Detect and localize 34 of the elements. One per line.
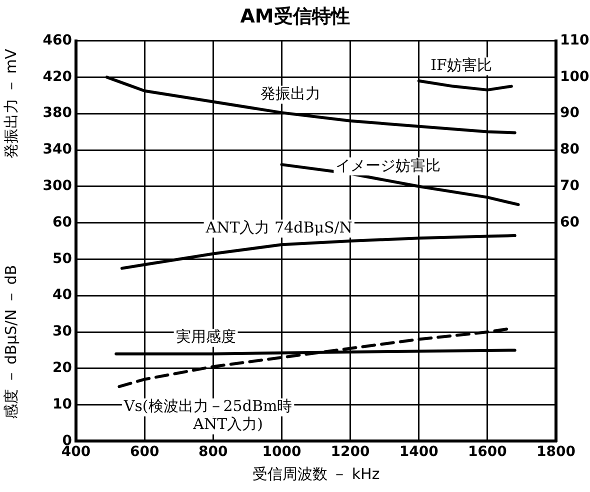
x-tick-label: 1600 (468, 444, 508, 460)
x-tick-label: 1400 (399, 444, 439, 460)
chart-title: AM受信特性 (240, 5, 350, 28)
y3-axis-title: 発振出力 － mV (2, 48, 20, 158)
x-tick-label: 800 (198, 444, 228, 460)
y-tick-label: 20 (52, 360, 72, 376)
y3-tick-label: 460 (42, 32, 72, 48)
y2-tick-label: 90 (560, 105, 580, 122)
series-label: IF妨害比 (430, 56, 492, 74)
y2-tick-label: 80 (560, 142, 580, 158)
x-axis-title: 受信周波数 － kHz (252, 464, 380, 483)
y-tick-label: 40 (52, 287, 72, 304)
y3-tick-label: 380 (42, 105, 72, 122)
y2-tick-label: 110 (560, 32, 590, 48)
y-tick-label: 50 (52, 250, 72, 267)
series-label: イメージ妨害比 (336, 156, 441, 174)
y3-tick-label: 300 (42, 178, 72, 194)
y3-tick-label: 420 (42, 68, 72, 85)
series-label: Vs(検波出力－25dBm時 ANT入力) (122, 397, 292, 434)
y-axis-title: 感度 － dBμS/N － dB (2, 264, 20, 420)
y2-tick-label: 70 (560, 178, 580, 194)
y2-tick-label: 60 (560, 214, 580, 230)
y3-tick-label: 340 (42, 142, 72, 158)
x-tick-label: 1800 (536, 444, 576, 460)
y-tick-label: 10 (52, 396, 72, 412)
y2-tick-label: 100 (560, 68, 590, 85)
y-tick-label: 60 (52, 214, 72, 230)
x-tick-label: 1000 (262, 444, 302, 460)
x-tick-label: 600 (130, 444, 160, 460)
series-label: 実用感度 (176, 328, 236, 346)
x-tick-label: 1200 (330, 444, 370, 460)
series-label: 発振出力 (260, 84, 320, 103)
y-tick-label: 30 (52, 324, 72, 340)
series-label: ANT入力 74dBμS/N (204, 218, 352, 237)
